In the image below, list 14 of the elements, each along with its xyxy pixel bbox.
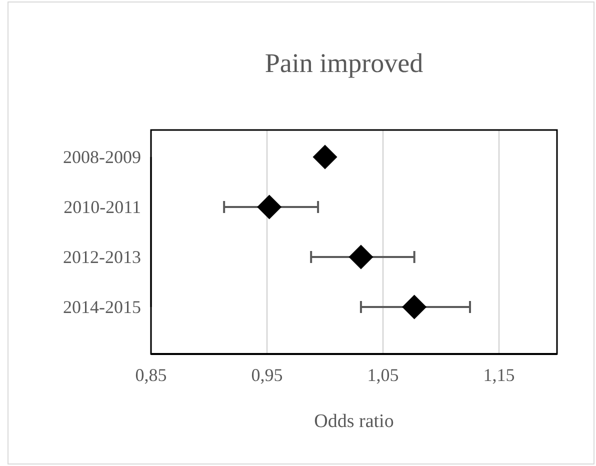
x-tick-label: 0,85 (135, 364, 167, 385)
x-tick-label: 0,95 (251, 364, 283, 385)
point (257, 194, 282, 220)
chart-title: Pain improved (264, 48, 424, 78)
x-tick-label: 1,05 (367, 364, 399, 385)
point (348, 244, 374, 270)
y-tick-label: 2008-2009 (63, 146, 141, 167)
y-tick-label: 2014-2015 (63, 296, 141, 317)
point (402, 294, 427, 320)
point (312, 144, 338, 170)
y-tick-label: 2012-2013 (63, 246, 141, 267)
x-tick-label: 1,15 (483, 364, 515, 385)
y-tick-label: 2010-2011 (64, 196, 141, 217)
x-axis-title: Odds ratio (314, 411, 394, 432)
